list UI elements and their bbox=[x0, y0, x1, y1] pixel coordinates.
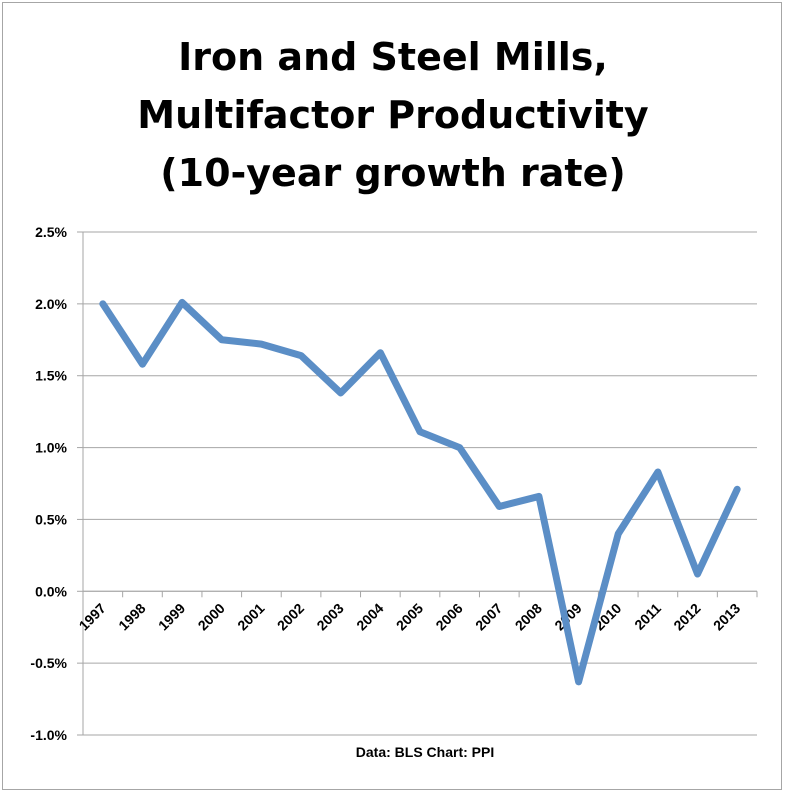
x-tick-label: 2003 bbox=[313, 600, 346, 633]
data-point bbox=[419, 430, 421, 433]
chart-title-line-3: (10-year growth rate) bbox=[160, 151, 626, 195]
y-tick-label: -0.5% bbox=[30, 655, 67, 671]
y-tick-label: -1.0% bbox=[30, 727, 67, 743]
axes bbox=[77, 231, 758, 736]
data-point bbox=[260, 343, 263, 346]
x-tick-label: 2001 bbox=[234, 600, 267, 633]
data-point bbox=[379, 351, 382, 354]
x-tick-label: 2000 bbox=[195, 600, 228, 633]
data-point bbox=[498, 505, 501, 508]
data-point bbox=[300, 354, 303, 357]
y-tick-label: 1.0% bbox=[35, 440, 67, 456]
x-tick-label: 2002 bbox=[274, 600, 307, 633]
data-point bbox=[181, 301, 184, 304]
x-tick-label: 2007 bbox=[472, 600, 505, 633]
chart-title: Iron and Steel Mills, Multifactor Produc… bbox=[0, 28, 786, 202]
x-tick-label: 2012 bbox=[670, 600, 703, 633]
chart-title-line-1: Iron and Steel Mills, bbox=[178, 35, 608, 79]
data-point bbox=[141, 363, 144, 366]
y-tick-label: 2.5% bbox=[35, 224, 67, 240]
y-tick-label: 2.0% bbox=[35, 296, 67, 312]
y-axis-tick-labels: 2.5% 2.0% 1.5% 1.0% 0.5% 0.0% -0.5% -1.0% bbox=[30, 224, 67, 743]
data-point bbox=[696, 573, 699, 576]
x-tick-label: 1997 bbox=[76, 600, 109, 633]
y-tick-label: 0.5% bbox=[35, 511, 67, 527]
y-tick-label: 1.5% bbox=[35, 368, 67, 384]
series-group bbox=[99, 298, 741, 686]
x-tick-label: 2013 bbox=[710, 600, 743, 633]
data-point bbox=[736, 488, 739, 491]
x-tick-label: 1998 bbox=[115, 600, 148, 633]
y-tick-label: 0.0% bbox=[35, 583, 67, 599]
x-tick-label: 2005 bbox=[393, 600, 426, 633]
x-axis-tick-labels: 1997 1998 1999 2000 2001 2002 2003 2004 2005 2006… bbox=[76, 600, 744, 633]
chart-title-line-2: Multifactor Productivity bbox=[137, 93, 649, 137]
data-point bbox=[617, 532, 620, 535]
data-point bbox=[577, 680, 580, 683]
data-point bbox=[101, 302, 104, 305]
source-note: Data: BLS Chart: PPI bbox=[356, 744, 494, 760]
data-point bbox=[339, 391, 342, 394]
data-point bbox=[458, 446, 461, 449]
x-tick-label: 2008 bbox=[512, 600, 545, 633]
data-point bbox=[537, 495, 540, 498]
x-tick-label: 2004 bbox=[353, 600, 386, 633]
x-tick-label: 2006 bbox=[432, 600, 465, 633]
x-tick-label: 1999 bbox=[155, 600, 188, 633]
x-tick-label: 2011 bbox=[631, 600, 664, 633]
data-point bbox=[220, 338, 223, 341]
data-point bbox=[656, 471, 659, 474]
